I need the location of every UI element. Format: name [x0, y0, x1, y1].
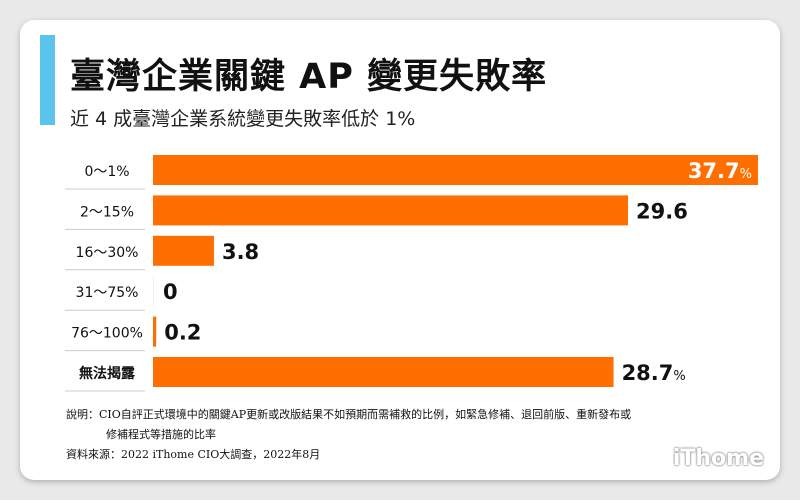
- category-label: 無法揭露: [79, 365, 136, 382]
- card: [20, 20, 780, 480]
- bar: [153, 276, 154, 307]
- category-label: 76～100%: [71, 326, 143, 342]
- data-label: 3.8: [222, 240, 259, 264]
- data-label: 0: [163, 280, 178, 304]
- accent-bar: [40, 35, 55, 125]
- category-label: 16～30%: [76, 245, 139, 261]
- category-label: 31～75%: [76, 285, 139, 301]
- bar: [153, 357, 614, 387]
- bar: [153, 235, 214, 266]
- ithome-logo: iThome: [672, 446, 764, 471]
- bar: [153, 316, 157, 347]
- bar: [153, 195, 629, 226]
- data-label: 0.2: [164, 321, 201, 345]
- chart-title: 臺灣企業關鍵 AP 變更失敗率: [70, 57, 548, 97]
- data-label: 28.7%: [622, 361, 686, 385]
- bar: [153, 155, 758, 185]
- category-label: 0～1%: [84, 164, 129, 180]
- note-line-1: 說明：CIO自評正式環境中的關鍵AP更新或改版結果不如預期而需補救的比例，如緊急…: [66, 408, 632, 421]
- data-label: 29.6: [636, 199, 688, 223]
- chart-subtitle: 近 4 成臺灣企業系統變更失敗率低於 1%: [70, 108, 416, 130]
- category-label: 2～15%: [80, 204, 134, 220]
- note-line-2: 修補程式等措施的比率: [106, 428, 216, 441]
- source-note: 資料來源：2022 iThome CIO大調查，2022年8月: [66, 448, 321, 461]
